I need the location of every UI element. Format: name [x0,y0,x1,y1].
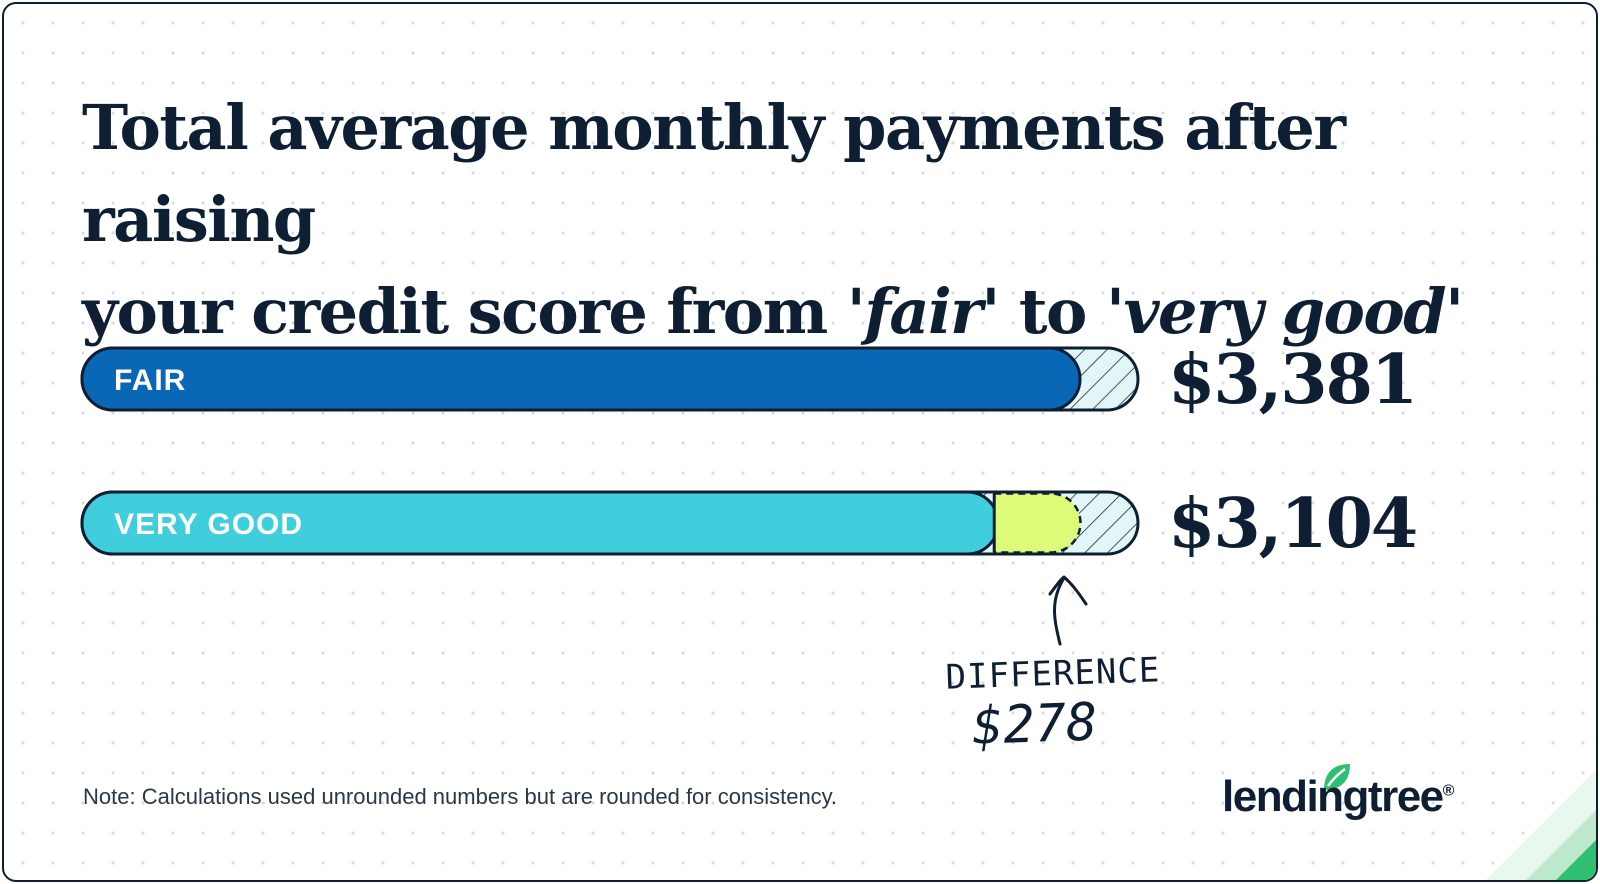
title-very-good: very good [1123,275,1446,348]
bar-chart: FAIR $3,381 VERY GOOD $3,104 [80,340,1418,646]
title-fair: fair [864,275,983,348]
difference-value: $278 [971,692,1099,757]
leaf-icon [1324,764,1350,790]
logo-text: lendingtree [1222,772,1444,821]
difference-arrow [1048,575,1088,646]
difference-segment [992,492,1082,554]
title-line-1: Total average monthly payments after rai… [82,91,1346,256]
title-line-2-mid: ' to ' [981,275,1125,348]
footnote: Note: Calculations used unrounded number… [83,784,838,809]
chart-title: Total average monthly payments after rai… [82,82,1502,358]
difference-annotation: DIFFERENCE $278 [902,649,1205,759]
bar-value-very-good: $3,104 [1168,484,1416,564]
registered-mark: ® [1442,782,1455,800]
corner-stripes-decoration [1486,770,1596,880]
bar-value-fair: $3,381 [1168,340,1416,420]
bar-label-very-good: VERY GOOD [114,508,303,541]
lendingtree-logo: lendingtree® [1222,772,1455,822]
title-line-2-start: your credit score from ' [82,275,866,348]
title-line-2-end: ' [1445,275,1464,348]
bar-label-fair: FAIR [114,364,186,397]
bar-fair [80,346,1082,412]
